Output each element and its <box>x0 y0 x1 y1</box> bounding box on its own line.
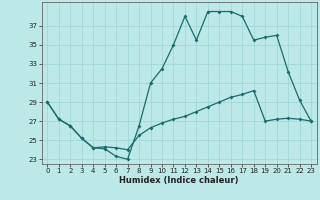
X-axis label: Humidex (Indice chaleur): Humidex (Indice chaleur) <box>119 176 239 185</box>
